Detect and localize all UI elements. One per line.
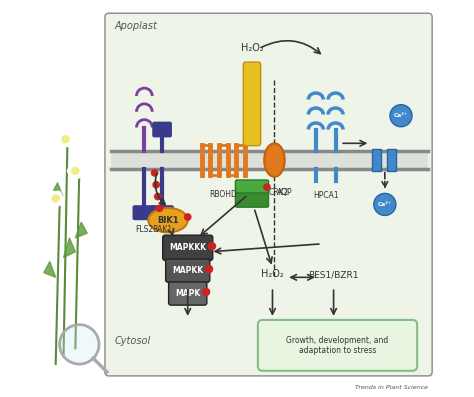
Text: BAK1: BAK1	[152, 225, 172, 234]
Text: HPCA1: HPCA1	[313, 191, 338, 200]
Circle shape	[74, 164, 81, 170]
Circle shape	[374, 193, 396, 216]
Text: BES1/BZR1: BES1/BZR1	[308, 270, 359, 279]
Circle shape	[65, 132, 71, 139]
Circle shape	[55, 191, 61, 198]
Text: MAPK: MAPK	[175, 289, 201, 298]
FancyBboxPatch shape	[165, 259, 210, 282]
Circle shape	[58, 136, 64, 143]
Text: H₂O₂: H₂O₂	[261, 269, 284, 279]
Text: FLS2: FLS2	[135, 225, 154, 234]
Text: H₂O₂: H₂O₂	[241, 42, 264, 53]
Circle shape	[70, 164, 76, 170]
Circle shape	[153, 181, 159, 188]
FancyBboxPatch shape	[152, 121, 172, 137]
Circle shape	[156, 205, 163, 212]
FancyBboxPatch shape	[236, 193, 269, 207]
Circle shape	[70, 172, 76, 178]
Text: MAPKKK: MAPKKK	[169, 243, 206, 252]
Text: Growth, development, and
adaptation to stress: Growth, development, and adaptation to s…	[286, 336, 389, 355]
Circle shape	[184, 214, 191, 220]
Circle shape	[77, 168, 83, 174]
FancyBboxPatch shape	[387, 149, 396, 171]
Text: RBOHD: RBOHD	[209, 189, 237, 198]
Circle shape	[50, 191, 56, 198]
Text: Ca²⁺: Ca²⁺	[378, 202, 392, 207]
FancyBboxPatch shape	[169, 282, 207, 305]
Circle shape	[57, 195, 64, 202]
Text: BIK1: BIK1	[157, 216, 179, 225]
Circle shape	[209, 243, 216, 250]
Circle shape	[74, 172, 81, 178]
FancyBboxPatch shape	[105, 13, 432, 376]
FancyBboxPatch shape	[133, 205, 156, 220]
Text: CRK2: CRK2	[269, 187, 289, 197]
FancyBboxPatch shape	[150, 205, 174, 220]
Ellipse shape	[264, 143, 285, 177]
Circle shape	[60, 326, 98, 363]
Circle shape	[50, 199, 56, 206]
Polygon shape	[52, 183, 64, 198]
FancyBboxPatch shape	[236, 180, 269, 194]
Polygon shape	[64, 238, 75, 258]
Polygon shape	[44, 262, 55, 278]
Circle shape	[67, 136, 73, 143]
Text: AQP: AQP	[276, 187, 292, 197]
Circle shape	[62, 136, 69, 143]
FancyBboxPatch shape	[372, 149, 381, 171]
Text: Ca²⁺: Ca²⁺	[394, 113, 408, 118]
Circle shape	[60, 132, 66, 139]
Polygon shape	[111, 151, 428, 169]
Circle shape	[48, 195, 54, 202]
Circle shape	[152, 170, 158, 176]
FancyBboxPatch shape	[163, 235, 213, 260]
Circle shape	[390, 105, 412, 127]
Text: Cytosol: Cytosol	[115, 336, 151, 346]
Text: Trends in Plant Science: Trends in Plant Science	[355, 385, 428, 390]
FancyBboxPatch shape	[258, 320, 417, 371]
Circle shape	[60, 140, 66, 146]
Circle shape	[55, 199, 61, 206]
Circle shape	[65, 140, 71, 146]
Text: Apoplast: Apoplast	[115, 21, 158, 31]
Circle shape	[67, 168, 74, 174]
Circle shape	[264, 184, 270, 190]
Ellipse shape	[148, 208, 188, 232]
Circle shape	[52, 195, 59, 202]
Circle shape	[202, 288, 210, 295]
Polygon shape	[75, 222, 87, 238]
Circle shape	[72, 168, 79, 174]
Text: MAPKK: MAPKK	[172, 266, 203, 275]
Circle shape	[205, 266, 212, 273]
Circle shape	[155, 193, 161, 200]
FancyBboxPatch shape	[243, 62, 261, 146]
